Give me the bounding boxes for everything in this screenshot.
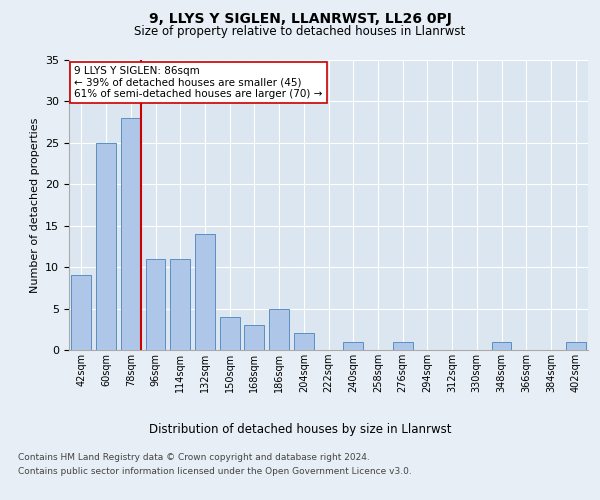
Bar (71, 276, 91, 350)
Bar (294, 334, 314, 350)
Text: Distribution of detached houses by size in Llanrwst: Distribution of detached houses by size … (149, 422, 451, 436)
Bar (269, 308, 289, 350)
Bar (121, 118, 140, 350)
Y-axis label: Number of detached properties: Number of detached properties (29, 118, 40, 292)
Bar (566, 342, 586, 350)
Bar (244, 325, 264, 350)
Bar (491, 342, 511, 350)
Bar (96, 143, 116, 350)
Bar (220, 317, 239, 350)
Bar (170, 259, 190, 350)
Bar (393, 342, 413, 350)
Text: 9 LLYS Y SIGLEN: 86sqm
← 39% of detached houses are smaller (45)
61% of semi-det: 9 LLYS Y SIGLEN: 86sqm ← 39% of detached… (74, 66, 323, 99)
Text: Contains HM Land Registry data © Crown copyright and database right 2024.: Contains HM Land Registry data © Crown c… (18, 454, 370, 462)
Bar (343, 342, 363, 350)
Text: 9, LLYS Y SIGLEN, LLANRWST, LL26 0PJ: 9, LLYS Y SIGLEN, LLANRWST, LL26 0PJ (149, 12, 451, 26)
Bar (195, 234, 215, 350)
Bar (146, 259, 166, 350)
Text: Size of property relative to detached houses in Llanrwst: Size of property relative to detached ho… (134, 25, 466, 38)
Text: Contains public sector information licensed under the Open Government Licence v3: Contains public sector information licen… (18, 467, 412, 476)
